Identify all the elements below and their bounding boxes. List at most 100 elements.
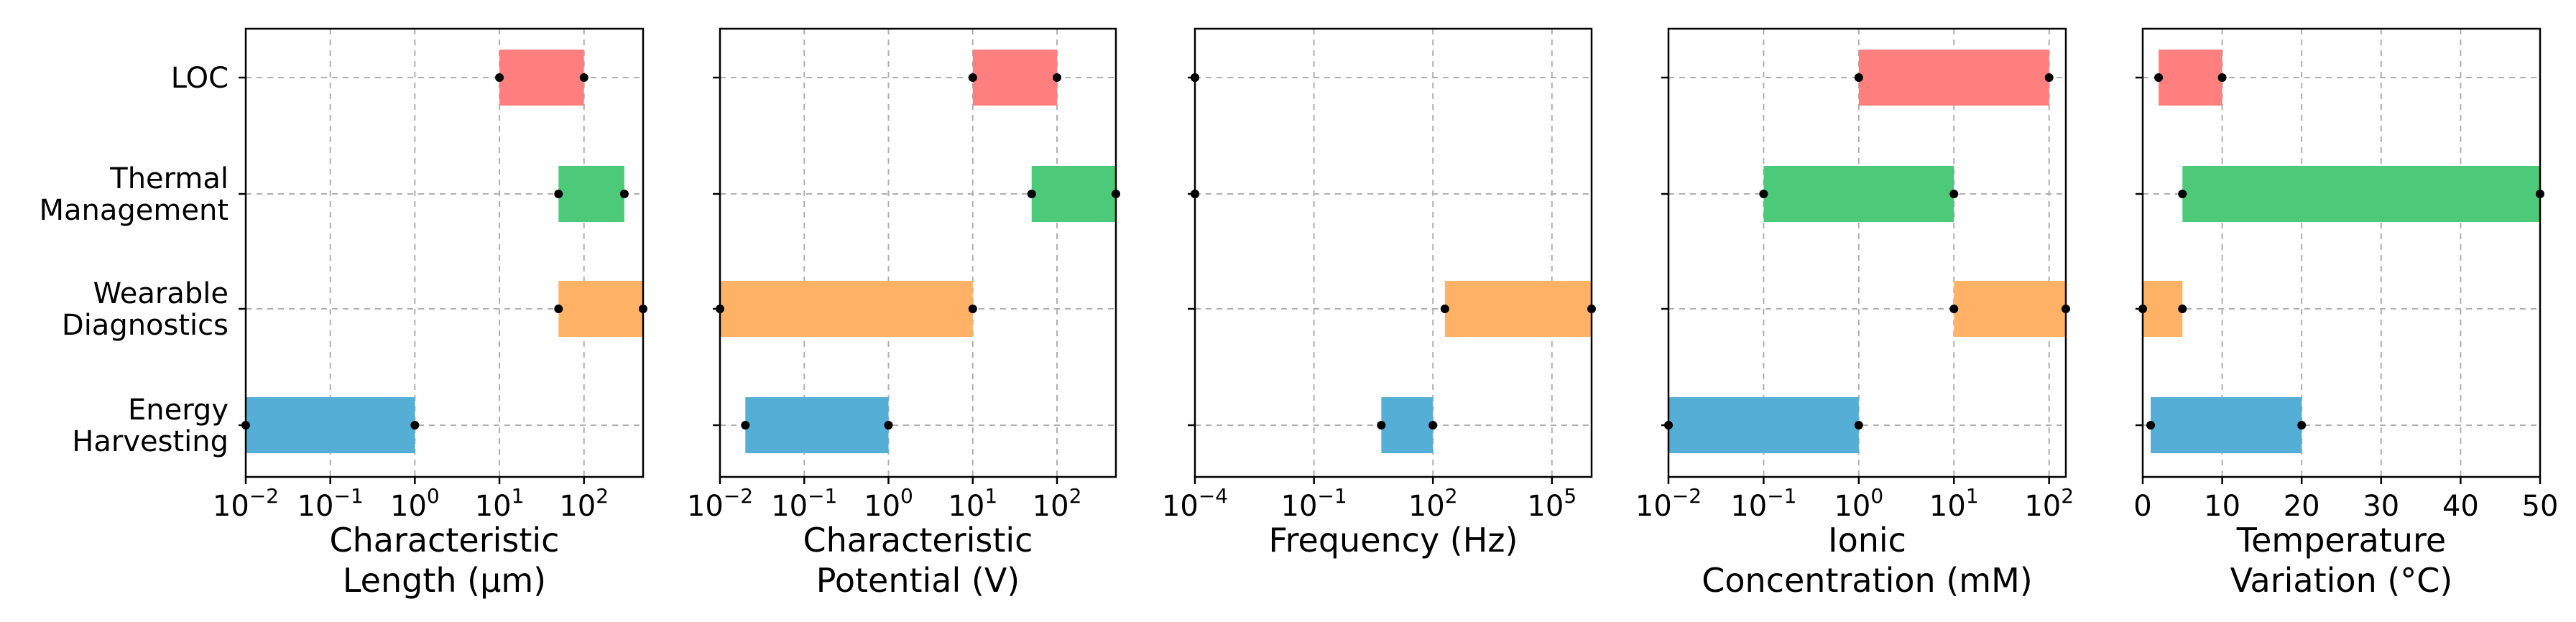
x-tick-label-exponent: −2 [724, 484, 753, 508]
x-tick-label-exponent: 2 [1069, 484, 1082, 508]
x-tick-label: 10−2 [687, 484, 753, 523]
category-label-line: Management [40, 194, 229, 227]
x-tick-label-base: 10 [864, 490, 900, 523]
plot-frame [2141, 27, 2542, 478]
range-max-marker [1949, 190, 1959, 198]
x-tick-label-base: 10 [1834, 490, 1870, 523]
range-max-marker [2297, 421, 2307, 430]
x-tick-label-exponent: 1 [1966, 484, 1979, 508]
range-min-marker [1377, 421, 1386, 430]
range-min-marker [1440, 305, 1449, 313]
x-tick-label-base: 10 [1929, 490, 1966, 523]
x-tick-label-base: 10 [297, 490, 334, 523]
range-bar [2159, 50, 2222, 106]
x-tick-label: 40 [2442, 490, 2479, 523]
x-axis-label-line: Concentration (mM) [1702, 561, 2032, 600]
x-tick-label-exponent: 5 [1564, 484, 1576, 508]
x-tick-label: 102 [559, 484, 609, 523]
range-bar [246, 397, 415, 453]
x-tick-label: 102 [1033, 484, 1082, 523]
category-label-line: Wearable [93, 277, 228, 310]
category-label: Energy Harvesting [72, 394, 228, 458]
x-tick-label: 20 [2284, 490, 2320, 523]
range-max-marker [2217, 73, 2227, 82]
x-axis-label-line: Temperature [2236, 521, 2446, 560]
x-tick-label-exponent: 0 [1870, 484, 1883, 508]
x-axis-label-line: Length (µm) [343, 561, 546, 600]
x-tick-label: 100 [1834, 484, 1883, 523]
x-axis-label-line: Characteristic [330, 521, 560, 560]
range-min-marker [2154, 73, 2164, 82]
category-label: LOC [171, 62, 228, 95]
panel-5: 0 10 20 30 40 50 Temperature Variation (°C) [2133, 27, 2558, 600]
x-tick-label-base: 10 [1730, 490, 1767, 523]
x-tick-label-exponent: −1 [808, 484, 837, 508]
range-bar [2151, 397, 2302, 453]
range-bar [1763, 166, 1954, 222]
x-tick-label-exponent: −1 [1767, 484, 1796, 508]
range-max-marker [410, 421, 420, 430]
x-tick-label: 10−4 [1162, 484, 1228, 523]
x-tick-label: 10−1 [1730, 484, 1796, 523]
range-min-marker [1854, 73, 1863, 82]
plot-frame [1667, 27, 2067, 478]
range-max-marker [619, 190, 629, 198]
x-tick-label: 100 [390, 484, 440, 523]
plot-frame [719, 27, 1117, 478]
range-min-marker [495, 73, 504, 82]
range-bar [2143, 281, 2183, 337]
x-tick-label: 101 [1929, 484, 1979, 523]
x-tick-label: 101 [948, 484, 997, 523]
x-tick-label-base: 10 [475, 490, 512, 523]
x-axis-label-line: Frequency (Hz) [1269, 521, 1518, 560]
range-bar [499, 50, 584, 106]
x-axis-label-line: Variation (°C) [2230, 561, 2453, 600]
x-tick-label-base: 10 [1527, 490, 1564, 523]
range-bar [558, 281, 643, 337]
range-min-marker [554, 305, 563, 313]
range-bar [720, 281, 973, 337]
x-tick-label: 101 [475, 484, 525, 523]
x-tick-label-base: 10 [948, 490, 984, 523]
x-tick-label-exponent: 0 [427, 484, 440, 508]
x-axis-label: Characteristic Potential (V) [803, 521, 1033, 600]
x-tick-label-base: 10 [1281, 490, 1318, 523]
range-min-marker [1759, 190, 1768, 198]
range-bar [1031, 166, 1116, 222]
x-tick-label-exponent: 2 [596, 484, 609, 508]
range-bar [1444, 281, 1592, 337]
range-max-marker [1428, 421, 1438, 430]
x-tick-label-base: 10 [687, 490, 724, 523]
range-max-marker [884, 421, 893, 430]
range-bar [1381, 397, 1434, 453]
x-axis-label: Frequency (Hz) [1269, 521, 1518, 560]
range-bar [745, 397, 889, 453]
x-tick-label-base: 10 [1162, 490, 1199, 523]
x-tick-label: 10−1 [771, 484, 837, 523]
x-tick-label-exponent: −2 [1672, 484, 1702, 508]
range-max-marker [579, 73, 588, 82]
category-label: Thermal Management [40, 162, 229, 227]
range-min-marker [741, 421, 750, 430]
x-axis-label: Characteristic Length (µm) [330, 521, 560, 600]
range-min-marker [1027, 190, 1036, 198]
range-bar [1668, 397, 1859, 453]
x-tick-label-base: 10 [390, 490, 427, 523]
x-tick-label-exponent: 2 [2061, 484, 2074, 508]
x-axis-label-line: Potential (V) [816, 561, 1020, 600]
range-bar [972, 50, 1058, 106]
range-max-marker [968, 305, 977, 313]
x-axis-label-line: Characteristic [803, 521, 1033, 560]
plot-frame [244, 27, 645, 478]
x-tick-label: 102 [2024, 484, 2074, 523]
x-tick-label: 102 [1408, 484, 1458, 523]
range-bar [1954, 281, 2066, 337]
range-min-marker [2178, 190, 2187, 198]
x-axis-label: Temperature Variation (°C) [2230, 521, 2453, 600]
range-min-marker [968, 73, 977, 82]
range-min-marker [1949, 305, 1959, 313]
